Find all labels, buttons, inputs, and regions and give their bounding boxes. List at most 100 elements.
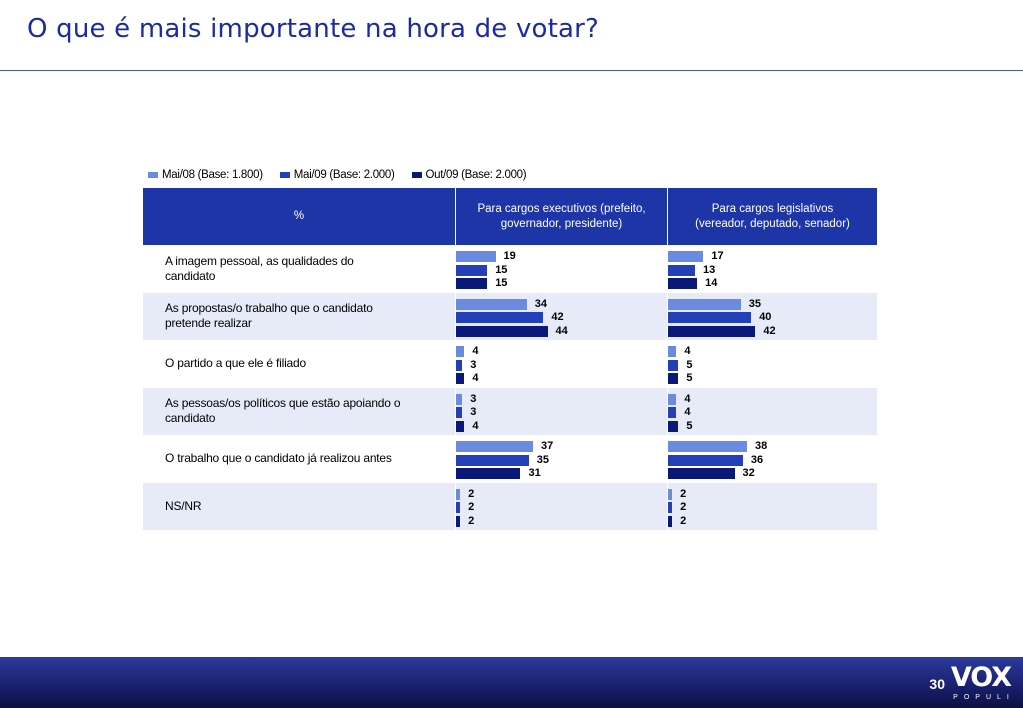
bar-value-label: 4	[472, 419, 479, 432]
bar-executivos-series-1	[456, 264, 488, 276]
bar-value-label: 17	[711, 250, 724, 262]
row-label: O trabalho que o candidato já realizou a…	[165, 451, 392, 465]
chart-legend: Mai/08 (Base: 1.800) Mai/09 (Base: 2.000)…	[148, 167, 543, 183]
bar-value-label: 2	[680, 487, 687, 500]
bar-executivos-series-2	[456, 278, 488, 289]
table-row: A imagem pessoal, as qualidades do candi…	[143, 245, 877, 292]
logo-main-text: VOX	[950, 662, 1012, 693]
row-label: As propostas/o trabalho que o candidato …	[165, 301, 373, 330]
legend-entry: Mai/09 (Base: 2.000)	[279, 169, 395, 181]
bar-executivos-series-1	[456, 312, 544, 323]
header-legislativos: Para cargos legislativos (vereador, depu…	[667, 188, 877, 245]
bar-value-label: 4	[684, 392, 691, 405]
bar-legislativos-series-0	[668, 298, 741, 310]
bar-value-label: 40	[759, 311, 772, 323]
legend-label: Mai/08 (Base: 1.800)	[162, 169, 263, 181]
column-divider	[455, 245, 456, 531]
bar-value-label: 15	[495, 263, 508, 276]
bar-legislativos-series-2	[668, 278, 698, 289]
row-label: As pessoas/os políticos que estão apoian…	[165, 396, 401, 425]
bar-value-label: 2	[468, 487, 475, 500]
table-row: O trabalho que o candidato já realizou a…	[143, 435, 877, 482]
bar-value-label: 42	[763, 324, 776, 337]
row-label: A imagem pessoal, as qualidades do candi…	[165, 253, 354, 283]
bar-value-label: 34	[534, 297, 547, 310]
bar-executivos-series-1	[456, 407, 463, 418]
legend-swatch	[279, 172, 290, 178]
bar-legislativos-series-1	[668, 312, 752, 323]
bar-value-label: 5	[686, 372, 693, 384]
header-executivos: Para cargos executivos (prefeito, govern…	[455, 188, 667, 245]
bar-value-label: 37	[540, 440, 554, 452]
logo-sub-text: POPULI	[953, 694, 1015, 701]
bar-executivos-series-0	[456, 346, 465, 357]
bar-legislativos-series-2	[668, 515, 673, 527]
footer-bar: 30 VOX POPULI	[0, 657, 1023, 708]
bar-value-label: 4	[472, 345, 479, 357]
legend-swatch	[411, 172, 422, 178]
legend-swatch	[148, 172, 158, 178]
bar-value-label: 2	[468, 501, 475, 513]
bar-legislativos-series-2	[668, 373, 679, 384]
bar-value-label: 35	[748, 297, 762, 310]
bar-value-label: 13	[703, 263, 716, 276]
bar-legislativos-series-1	[668, 454, 743, 466]
bar-value-label: 19	[503, 250, 516, 262]
bar-legislativos-series-2	[668, 325, 756, 337]
bar-legislativos-series-1	[668, 407, 677, 418]
bar-value-label: 4	[684, 345, 691, 357]
bar-executivos-series-2	[456, 420, 465, 432]
bar-value-label: 32	[742, 467, 755, 479]
title-divider	[0, 70, 1023, 71]
table-row: As propostas/o trabalho que o candidato …	[143, 292, 877, 340]
bar-executivos-series-0	[456, 251, 496, 262]
bar-legislativos-series-2	[668, 420, 679, 432]
row-label: O partido a que ele é filiado	[165, 356, 306, 370]
bar-value-label: 3	[470, 392, 477, 405]
column-divider	[667, 245, 668, 531]
bar-value-label: 2	[680, 501, 687, 513]
legend-label: Out/09 (Base: 2.000)	[425, 169, 527, 181]
bar-legislativos-series-1	[668, 502, 673, 513]
bar-executivos-series-2	[456, 325, 548, 337]
bar-executivos-series-0	[456, 298, 527, 310]
row-label: NS/NR	[165, 498, 202, 513]
bar-executivos-series-2	[456, 373, 465, 384]
bar-value-label: 14	[705, 277, 718, 289]
bar-value-label: 31	[528, 467, 541, 479]
legend-entry: Out/09 (Base: 2.000)	[411, 169, 527, 181]
bar-value-label: 2	[680, 514, 687, 527]
page-number: 30	[929, 676, 945, 692]
bar-value-label: 4	[684, 406, 691, 418]
vox-populi-logo: VOX POPULI	[947, 663, 1015, 705]
bar-value-label: 35	[536, 453, 550, 466]
chart-table: % Para cargos executivos (prefeito, gove…	[143, 188, 877, 531]
bar-executivos-series-0	[456, 488, 461, 500]
bar-executivos-series-0	[456, 393, 463, 405]
bar-value-label: 3	[470, 406, 477, 418]
bar-value-label: 2	[468, 514, 475, 527]
table-header: % Para cargos executivos (prefeito, gove…	[143, 188, 877, 245]
bar-executivos-series-1	[456, 502, 461, 513]
bar-value-label: 38	[755, 440, 768, 452]
bar-legislativos-series-0	[668, 346, 677, 357]
legend-entry: Mai/08 (Base: 1.800)	[148, 169, 263, 181]
bar-legislativos-series-0	[668, 393, 677, 405]
table-row: NS/NR 2 2 2 2 2 2	[143, 482, 877, 530]
bar-executivos-series-0	[456, 441, 533, 452]
bar-value-label: 36	[750, 453, 764, 466]
bar-executivos-series-2	[456, 468, 521, 479]
bar-legislativos-series-0	[668, 441, 748, 452]
bar-legislativos-series-1	[668, 264, 696, 276]
bar-value-label: 15	[495, 277, 508, 289]
bar-value-label: 4	[472, 372, 479, 384]
bar-value-label: 5	[686, 419, 693, 432]
bar-executivos-series-1	[456, 359, 463, 371]
bar-value-label: 3	[470, 358, 477, 371]
legend-label: Mai/09 (Base: 2.000)	[293, 169, 395, 181]
bar-value-label: 42	[551, 311, 564, 323]
bar-legislativos-series-2	[668, 468, 735, 479]
bar-executivos-series-2	[456, 515, 461, 527]
bar-value-label: 44	[555, 324, 568, 337]
bar-executivos-series-1	[456, 454, 529, 466]
